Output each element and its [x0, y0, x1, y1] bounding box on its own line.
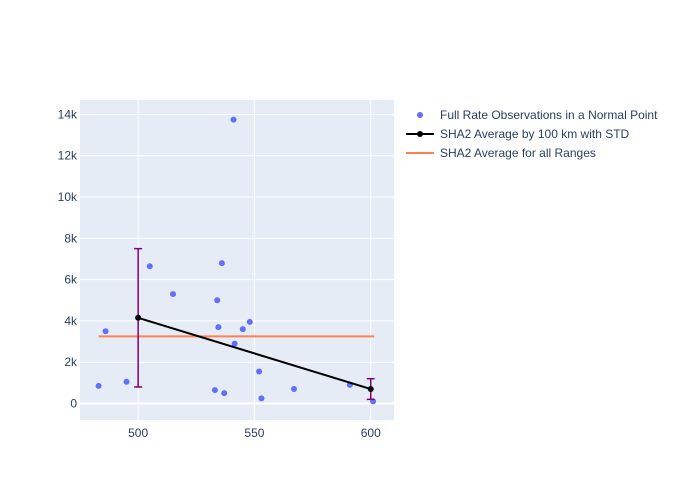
- observation-point: [258, 395, 265, 402]
- y-axis-ticks: 0 2k 4k 6k 8k 10k 12k 14k: [58, 107, 78, 410]
- observation-point: [214, 297, 221, 304]
- y-tick-label: 4k: [64, 314, 78, 328]
- observation-point: [231, 340, 238, 347]
- legend-label: Full Rate Observations in a Normal Point: [440, 108, 658, 122]
- y-tick-label: 2k: [64, 355, 78, 369]
- y-tick-label: 0: [70, 396, 77, 410]
- average-line: [137, 316, 372, 390]
- observation-point: [211, 387, 218, 394]
- plot-background: [80, 100, 394, 420]
- legend-item[interactable]: SHA2 Average for all Ranges: [406, 146, 596, 160]
- series-layer: [95, 116, 377, 405]
- observation-point: [123, 378, 130, 385]
- y-tick-label: 8k: [64, 231, 78, 245]
- y-tick-label: 6k: [64, 273, 78, 287]
- observation-point: [290, 386, 297, 393]
- observation-point: [215, 324, 222, 331]
- legend-swatch-marker: [417, 131, 423, 137]
- y-tick-label: 14k: [58, 107, 78, 121]
- x-tick-label: 600: [361, 426, 381, 440]
- legend-label: SHA2 Average for all Ranges: [440, 146, 596, 160]
- y-tick-label: 10k: [58, 190, 78, 204]
- legend[interactable]: Full Rate Observations in a Normal Point…: [406, 108, 658, 160]
- observation-point: [221, 390, 228, 397]
- x-tick-label: 550: [244, 426, 264, 440]
- observation-point: [218, 260, 225, 267]
- observation-point: [102, 328, 109, 335]
- observation-point: [146, 263, 153, 270]
- x-tick-label: 500: [128, 426, 148, 440]
- observation-point: [95, 382, 102, 389]
- average-marker: [135, 314, 142, 321]
- grid: [80, 100, 394, 420]
- x-axis-ticks: 500 550 600: [128, 426, 381, 440]
- average-marker: [367, 386, 374, 393]
- y-tick-label: 12k: [58, 149, 78, 163]
- legend-item[interactable]: Full Rate Observations in a Normal Point: [417, 108, 658, 122]
- observation-point: [239, 326, 246, 333]
- legend-label: SHA2 Average by 100 km with STD: [440, 127, 630, 141]
- observation-point: [230, 116, 237, 123]
- observation-point: [246, 318, 253, 325]
- observation-point: [170, 291, 177, 298]
- legend-item[interactable]: SHA2 Average by 100 km with STD: [406, 127, 630, 141]
- observation-point: [256, 368, 263, 375]
- legend-swatch: [417, 112, 423, 118]
